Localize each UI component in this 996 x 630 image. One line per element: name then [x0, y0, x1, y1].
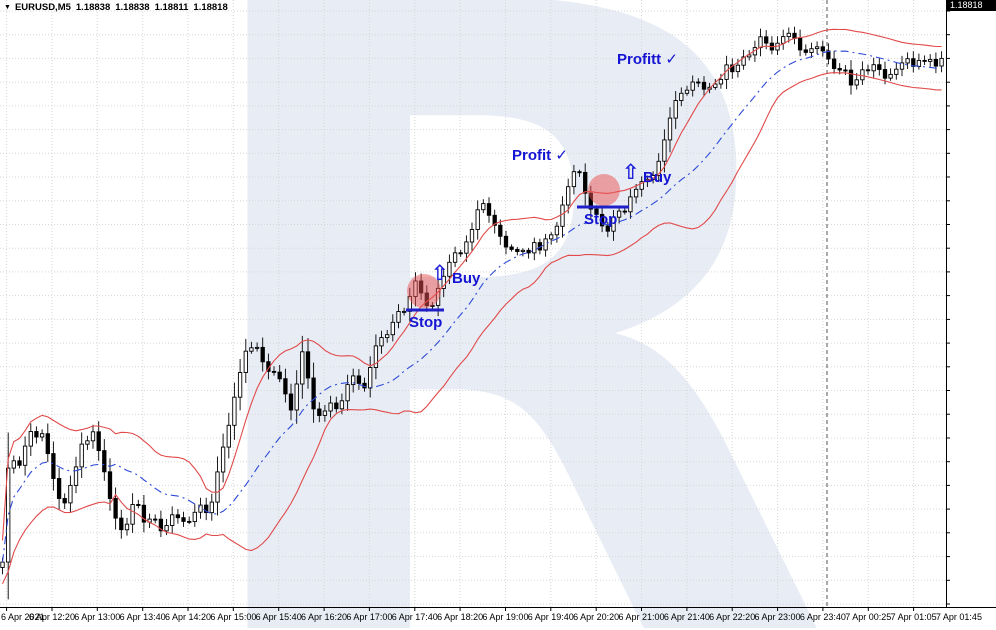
middle-band-line	[1, 50, 942, 563]
stop-label-1[interactable]: Stop	[409, 314, 443, 331]
time-axis-label: 6 Apr 16:20	[301, 612, 348, 622]
buy-arrow-icon[interactable]: ⇧	[622, 161, 640, 184]
time-axis-label: 6 Apr 19:40	[527, 612, 574, 622]
time-axis-label: 6 Apr 14:20	[164, 612, 212, 622]
bar-close-value: 1.18818	[193, 2, 228, 13]
time-axis-label: 6 Apr 21:00	[618, 612, 665, 622]
time-axis-label: 6 Apr 12:20	[28, 612, 75, 622]
current-price-badge: 1.18818	[947, 0, 996, 11]
bar-low-value: 1.18811	[154, 2, 189, 13]
bar-high-value: 1.18838	[115, 2, 150, 13]
time-axis-label: 6 Apr 2021	[1, 612, 45, 622]
bollinger-bands	[1, 28, 942, 585]
buy-label-1[interactable]: Buy	[452, 270, 481, 287]
time-axis-label: 6 Apr 15:40	[255, 612, 302, 622]
bar-open-value: 1.18838	[75, 2, 111, 13]
watermark-letter: R	[168, 0, 834, 630]
entry-highlight-circle[interactable]	[588, 174, 620, 206]
buy-arrow-icon[interactable]: ⇧	[431, 262, 449, 285]
price-axis[interactable]: 1.188001.187651.187301.186951.186601.186…	[946, 0, 996, 608]
time-axis-label: 6 Apr 23:40	[799, 612, 846, 622]
time-axis-label: 7 Apr 01:05	[890, 612, 937, 622]
buy-label-2[interactable]: Buy	[643, 169, 672, 186]
chart-dropdown-icon[interactable]: ▼	[4, 4, 11, 11]
symbol-timeframe-label: EURUSD,M5	[14, 2, 71, 13]
time-axis-label: 6 Apr 17:00	[346, 612, 393, 622]
entry-highlight-circle[interactable]	[407, 274, 441, 308]
time-axis-label: 7 Apr 01:45	[935, 612, 982, 622]
profit-label-2[interactable]: Profitt ✓	[617, 51, 678, 68]
time-axis-label: 6 Apr 22:20	[709, 612, 756, 622]
stop-label-2[interactable]: Stop	[584, 211, 618, 228]
time-axis-label: 6 Apr 13:00	[74, 612, 121, 622]
time-axis-label: 6 Apr 18:20	[437, 612, 484, 622]
time-axis-label: 6 Apr 21:40	[663, 612, 710, 622]
chart-header: ▼ EURUSD,M5 1.18838 1.18838 1.18811 1.18818	[4, 2, 233, 13]
time-axis-label: 7 Apr 00:25	[845, 612, 892, 622]
time-axis-label: 6 Apr 19:00	[482, 612, 529, 622]
lower-band-line	[2, 72, 942, 585]
time-axis-label: 6 Apr 13:40	[119, 612, 166, 622]
time-axis-label: 6 Apr 17:40	[391, 612, 438, 622]
profit-label-1[interactable]: Profit ✓	[512, 147, 568, 164]
time-axis-label: 6 Apr 20:20	[573, 612, 620, 622]
time-axis[interactable]: 6 Apr 2021 6 Apr 12:20 6 Apr 13:00 6 Apr 13…	[0, 608, 996, 630]
time-axis-label: 6 Apr 23:00	[754, 612, 801, 622]
candles	[0, 26, 944, 600]
time-axis-label: 6 Apr 15:00	[210, 612, 257, 622]
upper-band-line	[1, 28, 942, 541]
